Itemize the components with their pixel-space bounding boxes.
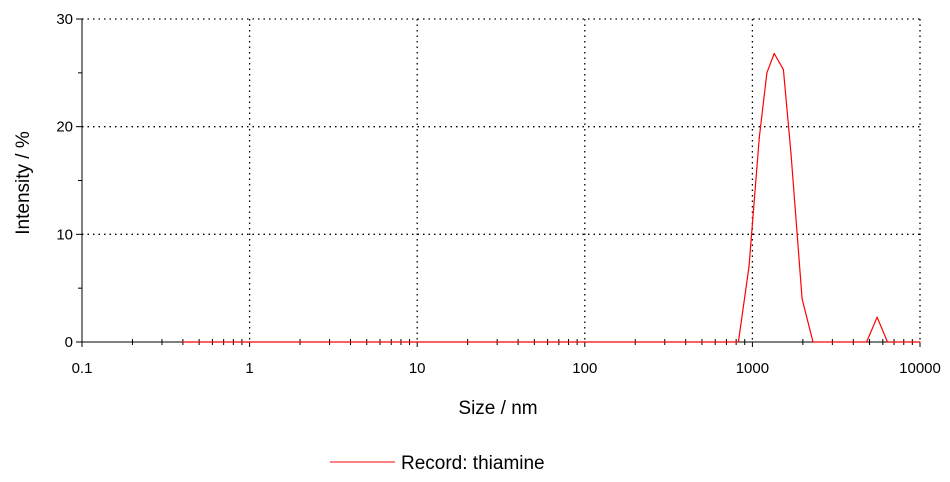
x-axis-title: Size / nm [458,398,537,419]
y-tick-label: 30 [56,11,73,28]
data-point [919,341,921,343]
data-point [766,72,768,74]
x-tick-label: 10 [409,360,426,377]
y-tick-label: 10 [56,226,73,243]
data-point [584,341,586,343]
data-point [886,341,889,343]
x-tick-label: 1 [245,360,253,377]
data-point [782,69,784,71]
series-line-0 [182,52,920,343]
data-point [801,298,803,300]
plot-area [182,52,921,343]
data-point [748,266,750,268]
legend-label-thiamine: Record: thiamine [401,453,545,474]
y-tick-labels: 0 10 20 30 [56,11,73,351]
data-point [790,152,792,155]
data-point [737,341,739,343]
data-point [865,341,868,343]
data-point [249,341,251,343]
y-axis-title: Intensity / % [13,131,34,235]
data-point [416,341,418,343]
y-tick-label: 0 [65,334,73,351]
data-point [758,136,760,139]
data-point [182,341,184,343]
y-tick-label: 20 [56,119,73,136]
legend: Record: thiamine [330,453,545,474]
x-tick-label: 10000 [899,360,941,377]
x-tick-label: 1000 [736,360,769,377]
x-tick-label: 0.1 [72,360,93,377]
data-point [812,341,814,343]
x-tick-label: 100 [572,360,597,377]
grid-lines [82,18,921,342]
data-point [876,316,878,318]
data-point [773,52,775,55]
x-tick-labels: 0.1 1 10 100 1000 10000 [72,360,941,377]
